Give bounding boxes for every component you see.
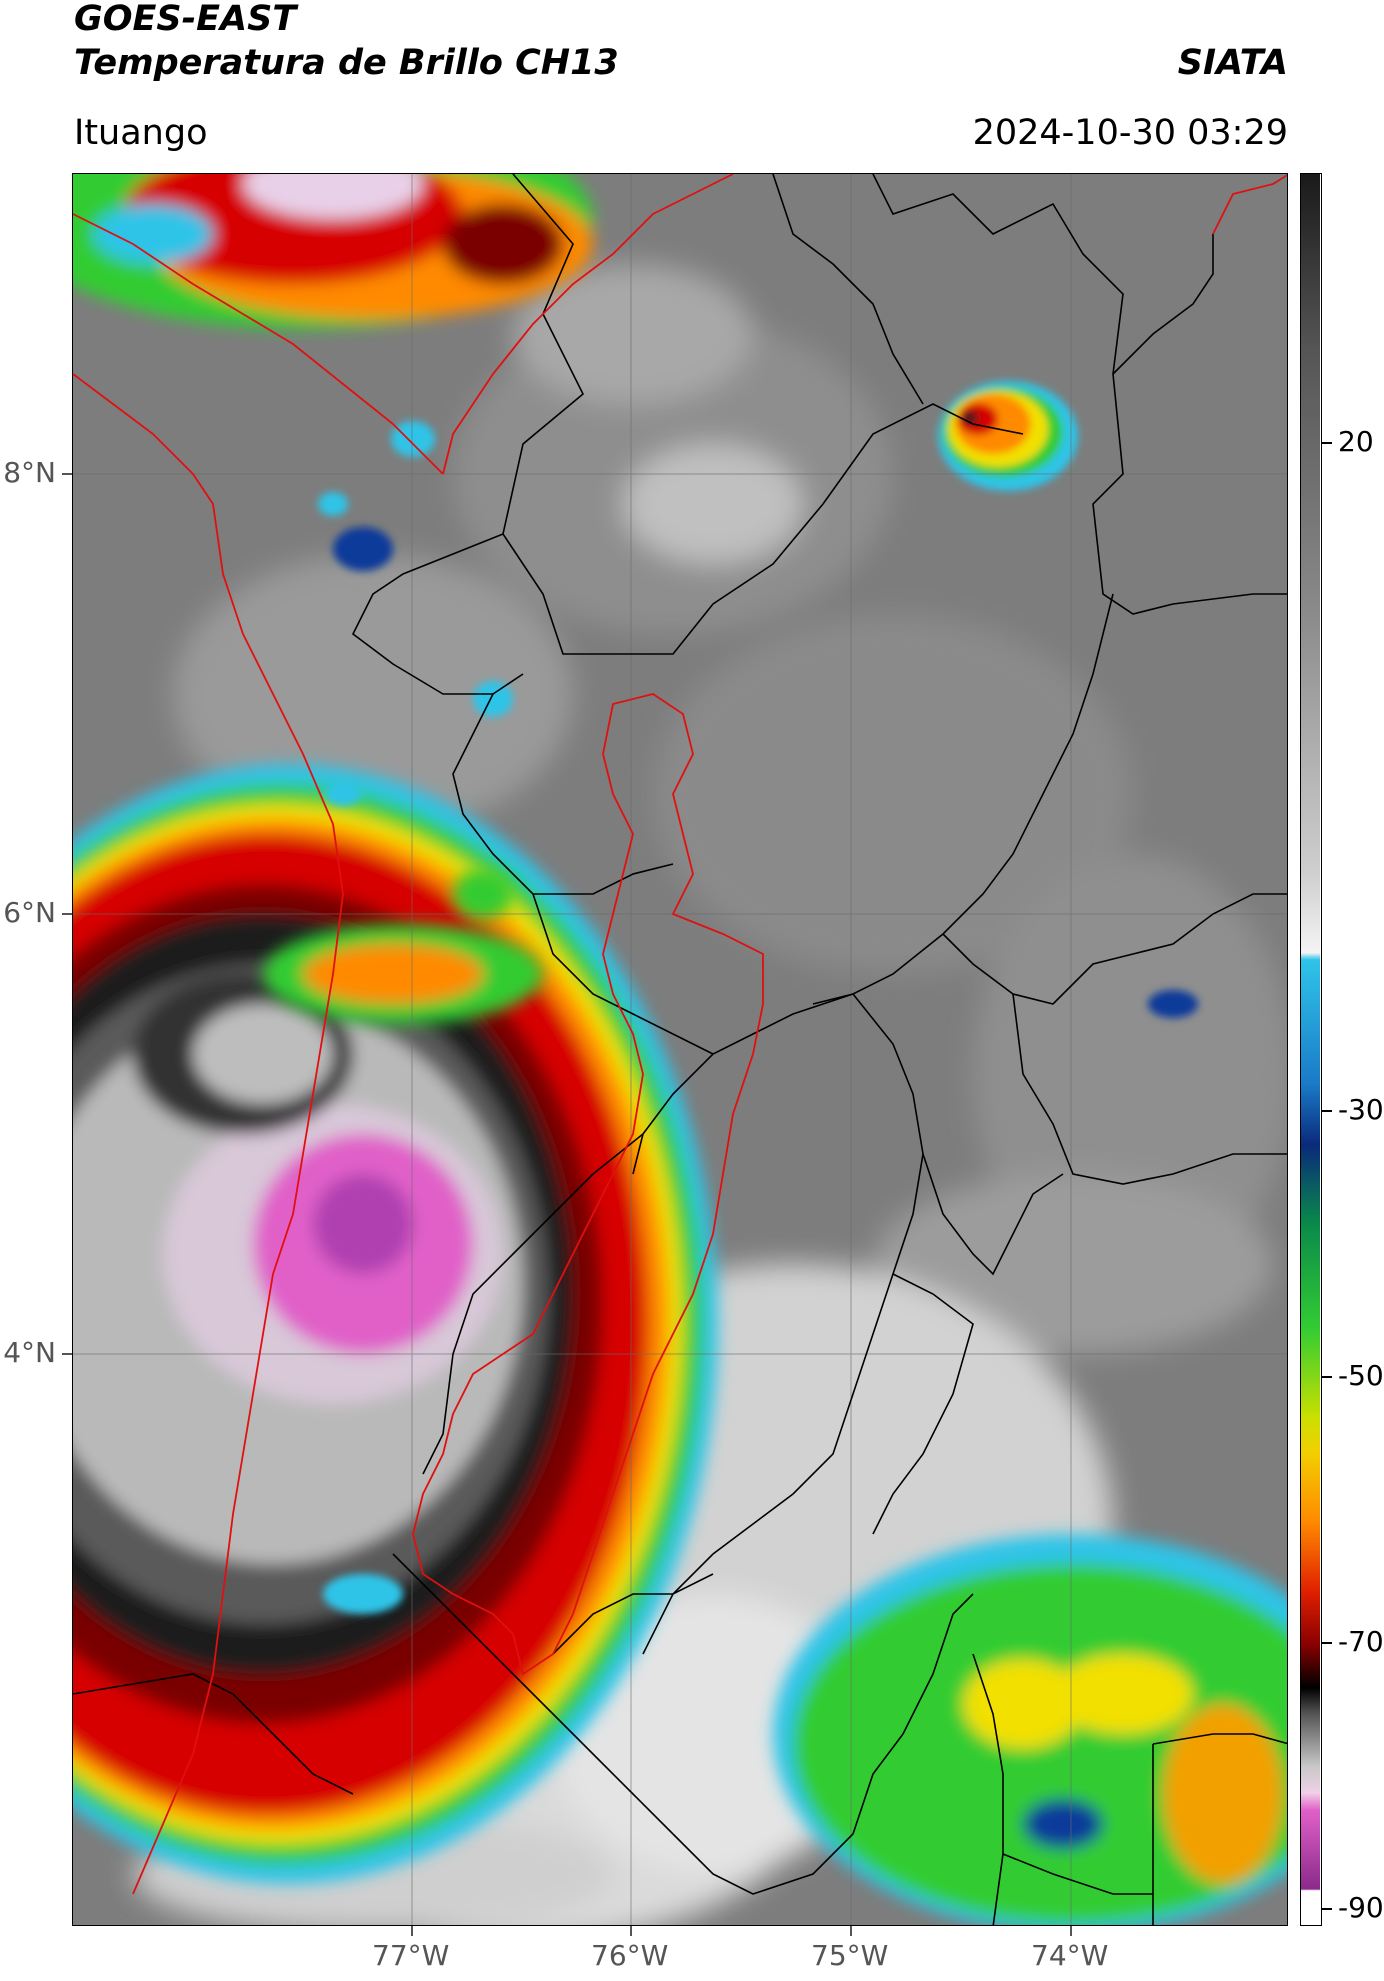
- lon-tick: [850, 1926, 852, 1936]
- storm-band-6n: [263, 869, 543, 1024]
- colorbar-tick: [1322, 1110, 1332, 1112]
- lon-label: 74°W: [1031, 1939, 1109, 1972]
- lon-label: 76°W: [591, 1939, 669, 1972]
- lat-label: 4°N: [3, 1336, 56, 1369]
- lat-label: 6°N: [3, 896, 56, 929]
- lon-label: 75°W: [811, 1939, 889, 1972]
- storm-southeast: [773, 1534, 1287, 1925]
- colorbar: [1300, 173, 1322, 1926]
- region-outline: [73, 174, 1287, 1895]
- colorbar-label: -30: [1338, 1093, 1384, 1126]
- colorbar-tick: [1322, 442, 1332, 444]
- colorbar-tick: [1322, 1642, 1332, 1644]
- storm-southwest: [73, 764, 718, 1884]
- map-canvas: [73, 174, 1287, 1925]
- colorbar-tick: [1322, 1908, 1332, 1910]
- colorbar-label: 20: [1338, 425, 1374, 458]
- colorbar-tick: [1322, 1376, 1332, 1378]
- organization-label: SIATA: [1177, 43, 1288, 83]
- small-cells: [318, 421, 1198, 1614]
- region-label: Ituango: [74, 113, 208, 153]
- lon-tick: [1070, 1926, 1072, 1936]
- datetime-label: 2024-10-30 03:29: [972, 113, 1288, 153]
- lat-tick: [62, 913, 72, 915]
- title-product: Temperatura de Brillo CH13: [74, 43, 619, 83]
- colorbar-label: -90: [1338, 1891, 1384, 1924]
- lat-tick: [62, 1353, 72, 1355]
- title-satellite: GOES-EAST: [74, 0, 297, 39]
- lat-tick: [62, 473, 72, 475]
- admin-boundaries: [73, 174, 1287, 1925]
- satellite-map[interactable]: [72, 173, 1288, 1926]
- colorbar-label: -70: [1338, 1625, 1384, 1658]
- lat-label: 8°N: [3, 456, 56, 489]
- colorbar-label: -50: [1338, 1359, 1384, 1392]
- lon-tick: [630, 1926, 632, 1936]
- colorbar-gradient: [1301, 174, 1320, 1924]
- lon-label: 77°W: [372, 1939, 450, 1972]
- lon-tick: [411, 1926, 413, 1936]
